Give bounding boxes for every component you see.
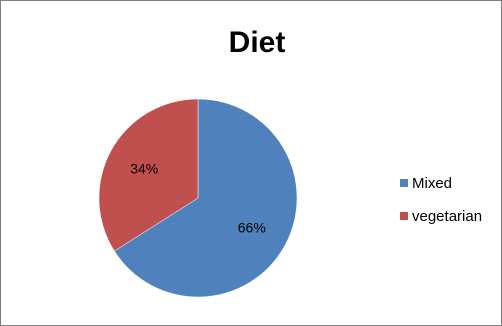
pie-slice-vegetarian xyxy=(98,98,199,252)
legend-swatch-mixed xyxy=(400,179,408,187)
chart-title: Diet xyxy=(229,26,286,59)
legend: Mixed vegetarian xyxy=(400,175,482,225)
legend-label-mixed: Mixed xyxy=(412,175,452,192)
pie-slices xyxy=(98,98,298,298)
legend-label-vegetarian: vegetarian xyxy=(412,208,482,225)
pie-data-labels: 66% 34% xyxy=(130,160,266,235)
data-label-mixed: 66% xyxy=(238,220,266,236)
data-label-vegetarian: 34% xyxy=(130,160,158,176)
legend-swatch-vegetarian xyxy=(400,212,408,220)
pie-slice-mixed xyxy=(114,98,298,298)
